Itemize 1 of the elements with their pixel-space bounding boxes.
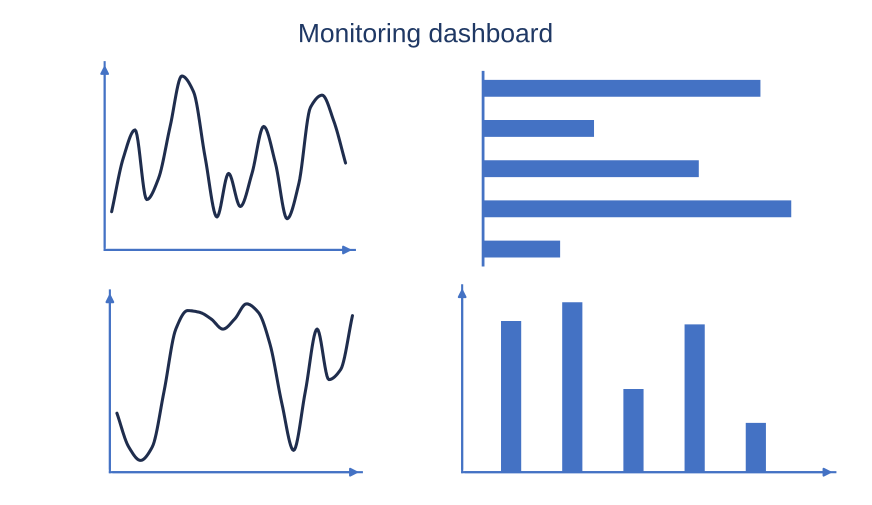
text: Monitoring dashboard bbox=[300, 23, 552, 48]
